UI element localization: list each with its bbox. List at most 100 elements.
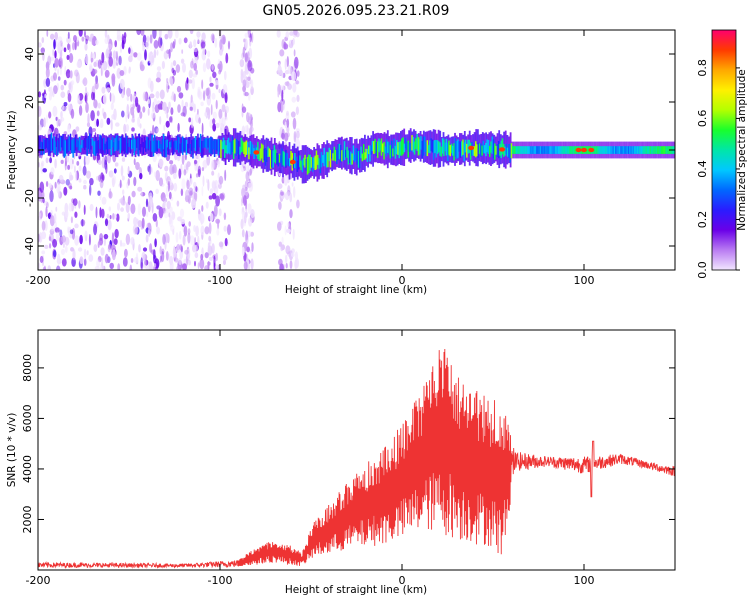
- ridge-core: [329, 149, 332, 168]
- ridge-core: [645, 146, 648, 154]
- ridge-core: [361, 153, 364, 162]
- ridge-core: [282, 151, 285, 166]
- noise-blob: [67, 164, 70, 170]
- noise-blob: [182, 263, 187, 270]
- ridge-core: [310, 157, 313, 168]
- noise-blob: [163, 124, 166, 131]
- noise-blob: [93, 244, 98, 253]
- noise-blob: [45, 206, 48, 218]
- noise-blob: [137, 203, 141, 216]
- ridge-core: [103, 138, 105, 151]
- ridge-core: [528, 146, 530, 154]
- ridge-core: [176, 135, 179, 150]
- noise-blob: [296, 94, 300, 102]
- ridge-core: [352, 145, 355, 161]
- ridge-core: [387, 141, 389, 153]
- noise-blob: [92, 128, 96, 132]
- ridge-core: [104, 143, 106, 154]
- ridge-core: [193, 138, 195, 148]
- ridge-core: [71, 140, 73, 154]
- noise-blob: [185, 163, 189, 171]
- ridge-core: [243, 142, 245, 155]
- noise-blob: [220, 123, 223, 128]
- noise-blob: [72, 249, 76, 261]
- noise-blob: [277, 221, 282, 231]
- ridge-core: [304, 154, 306, 168]
- ridge-core: [166, 139, 169, 148]
- ridge-core: [301, 159, 304, 173]
- noise-blob: [193, 103, 196, 113]
- noise-blob: [213, 204, 218, 217]
- ridge-core: [412, 137, 415, 153]
- ridge-core: [252, 144, 254, 154]
- noise-blob: [48, 236, 52, 241]
- noise-blob: [202, 47, 206, 56]
- noise-blob: [178, 92, 184, 99]
- ridge-core: [640, 146, 643, 154]
- ridge-core: [206, 137, 208, 150]
- noise-blob: [250, 79, 254, 90]
- noise-blob: [54, 181, 57, 189]
- noise-blob: [137, 220, 143, 228]
- ridge-core: [393, 138, 395, 155]
- ridge-core: [509, 143, 511, 163]
- noise-blob: [67, 92, 72, 103]
- ridge-core: [250, 142, 253, 157]
- noise-blob: [194, 260, 196, 267]
- ridge-core: [137, 138, 139, 156]
- ridge-core: [263, 148, 265, 161]
- ridge-core: [153, 134, 156, 153]
- noise-blob: [203, 90, 206, 101]
- noise-blob: [116, 34, 122, 42]
- ridge-core: [276, 153, 278, 165]
- noise-blob: [200, 253, 204, 261]
- noise-blob: [108, 170, 114, 178]
- ridge-core: [606, 146, 608, 154]
- ridge-core: [490, 141, 492, 153]
- noise-blob: [173, 93, 176, 102]
- noise-blob: [42, 50, 45, 61]
- noise-blob: [193, 62, 197, 71]
- ridge-core: [72, 138, 74, 158]
- noise-blob: [214, 37, 218, 48]
- noise-blob: [244, 32, 249, 38]
- noise-blob: [215, 99, 218, 110]
- noise-blob: [90, 57, 94, 63]
- noise-blob: [248, 47, 253, 60]
- noise-blob: [95, 75, 98, 84]
- noise-blob: [225, 105, 229, 114]
- noise-blob: [244, 125, 249, 133]
- noise-blob: [244, 180, 249, 191]
- noise-blob: [190, 60, 194, 69]
- ridge-core: [49, 134, 51, 154]
- noise-blob: [131, 127, 135, 132]
- noise-blob: [277, 183, 283, 189]
- ridge-core: [55, 136, 58, 147]
- ridge-core: [267, 146, 269, 157]
- ridge-core: [598, 146, 601, 154]
- ridge-core: [272, 150, 274, 168]
- ridge-core: [221, 141, 223, 150]
- ridge-core: [225, 145, 227, 153]
- noise-blob: [157, 103, 163, 110]
- noise-blob: [167, 180, 170, 192]
- ridge-core: [376, 141, 379, 158]
- spectrogram-marks: [38, 30, 675, 270]
- ridge-core: [432, 140, 435, 160]
- ridge-core: [105, 141, 107, 150]
- noise-blob: [85, 86, 87, 93]
- noise-blob: [158, 177, 164, 187]
- noise-blob: [172, 172, 177, 180]
- noise-blob: [122, 189, 125, 195]
- noise-blob: [227, 224, 231, 236]
- ridge-core: [238, 141, 240, 160]
- noise-blob: [278, 258, 283, 266]
- noise-blob: [156, 128, 159, 133]
- noise-blob: [283, 43, 289, 50]
- snr-panel: -200 -100 0 100 2000 4000 6000 8000 Height of s…: [6, 329, 676, 596]
- noise-blob: [76, 94, 81, 105]
- ridge-core: [561, 146, 564, 154]
- ridge-core: [515, 146, 518, 154]
- ridge-core: [131, 139, 133, 150]
- noise-blob: [101, 86, 106, 94]
